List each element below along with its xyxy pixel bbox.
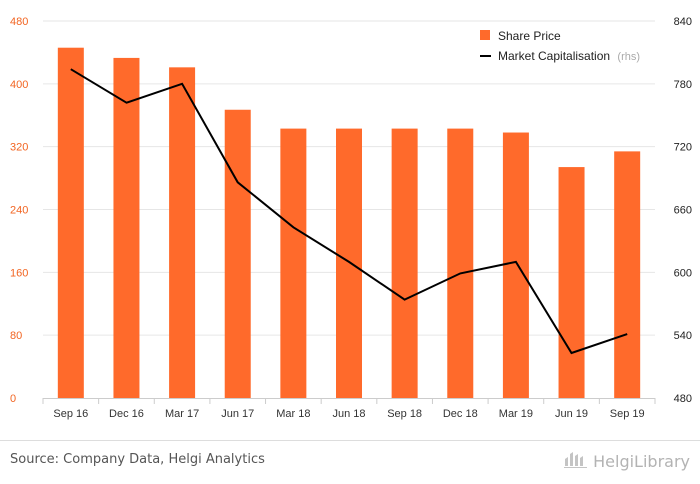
share-price-bar bbox=[614, 151, 641, 398]
x-tick-label: Mar 17 bbox=[165, 408, 199, 420]
share-price-bar bbox=[280, 128, 307, 398]
right-tick-label: 780 bbox=[674, 79, 692, 91]
brand-name: HelgiLibrary bbox=[593, 451, 690, 471]
left-axis: 0 80 160 240 320 400 480 bbox=[10, 16, 28, 405]
share-price-bar bbox=[57, 47, 84, 399]
footer: Source: Company Data, Helgi Analytics He… bbox=[0, 440, 700, 484]
left-tick-label: 480 bbox=[10, 16, 28, 28]
left-tick-label: 240 bbox=[10, 205, 28, 217]
share-price-bar bbox=[558, 167, 585, 398]
market-cap-line bbox=[70, 68, 628, 355]
x-tick-label: Mar 19 bbox=[499, 408, 533, 420]
source-text: Source: Company Data, Helgi Analytics bbox=[10, 452, 265, 467]
legend-swatch-share-price bbox=[480, 30, 490, 40]
x-tick-label: Sep 16 bbox=[53, 408, 88, 420]
share-price-bars bbox=[57, 47, 641, 399]
x-tick-label: Sep 18 bbox=[387, 408, 422, 420]
chart: 0 80 160 240 320 400 480 480 540 600 660 720 780 840… bbox=[10, 16, 692, 420]
right-tick-label: 600 bbox=[674, 267, 692, 279]
x-tick-label: Jun 17 bbox=[221, 408, 254, 420]
library-logo-icon bbox=[564, 449, 588, 474]
left-tick-label: 80 bbox=[10, 330, 22, 342]
right-tick-label: 840 bbox=[674, 16, 692, 28]
share-price-bar bbox=[224, 109, 251, 399]
share-price-bar bbox=[502, 132, 529, 398]
x-tick-label: Mar 18 bbox=[276, 408, 310, 420]
share-price-bar bbox=[113, 57, 140, 399]
x-tick-label: Dec 18 bbox=[443, 408, 478, 420]
left-tick-label: 160 bbox=[10, 267, 28, 279]
legend-rhs-note: (rhs) bbox=[617, 51, 640, 63]
legend: Share Price Market Capitalisation (rhs) bbox=[480, 29, 640, 63]
x-tick-label: Jun 18 bbox=[332, 408, 365, 420]
right-tick-label: 480 bbox=[674, 393, 692, 405]
svg-text:Market Capitalisation (r: Market Capitalisation (rhs) bbox=[498, 49, 640, 63]
x-tick-label: Jun 19 bbox=[555, 408, 588, 420]
grid bbox=[42, 20, 656, 404]
share-price-bar bbox=[336, 128, 362, 398]
x-tick-label: Sep 19 bbox=[610, 408, 645, 420]
share-price-bar bbox=[169, 67, 196, 398]
left-tick-label: 0 bbox=[10, 393, 16, 405]
right-tick-label: 660 bbox=[674, 205, 692, 217]
left-tick-label: 320 bbox=[10, 142, 28, 154]
legend-label-market-cap: Market Capitalisation bbox=[498, 49, 610, 63]
share-price-bar bbox=[447, 128, 474, 398]
right-tick-label: 720 bbox=[674, 142, 692, 154]
right-tick-label: 540 bbox=[674, 330, 692, 342]
left-tick-label: 400 bbox=[10, 79, 28, 91]
x-tick-label: Dec 16 bbox=[109, 408, 144, 420]
x-axis: Sep 16 Dec 16 Mar 17 Jun 17 Mar 18 Jun 18 Sep … bbox=[53, 408, 644, 420]
legend-label-share-price: Share Price bbox=[498, 29, 561, 43]
right-axis: 480 540 600 660 720 780 840 bbox=[674, 16, 692, 405]
brand: HelgiLibrary bbox=[564, 448, 690, 474]
share-price-bar bbox=[391, 128, 418, 398]
